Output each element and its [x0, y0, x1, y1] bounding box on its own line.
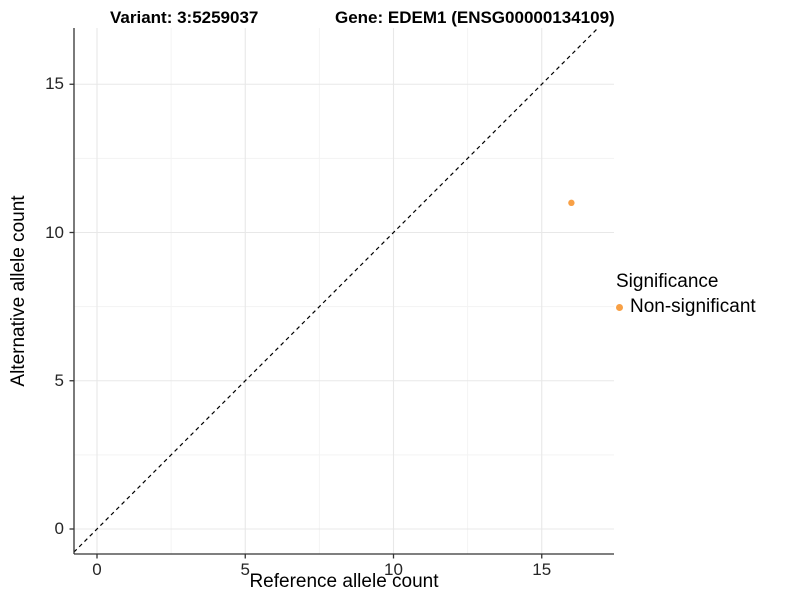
x-tick-label: 10 — [384, 560, 403, 579]
gene-title: Gene: EDEM1 (ENSG00000134109) — [335, 8, 615, 27]
y-axis-title: Alternative allele count — [8, 195, 29, 387]
legend-item-label: Non-significant — [630, 296, 756, 317]
x-tick-label: 0 — [92, 560, 102, 579]
y-tick-label: 10 — [45, 222, 64, 242]
x-tick-label: 5 — [240, 560, 250, 579]
identity-line — [74, 28, 599, 553]
y-tick-label: 15 — [45, 74, 64, 94]
data-point — [568, 199, 575, 207]
x-axis-title: Reference allele count — [249, 571, 439, 592]
x-tick-label: 15 — [532, 560, 552, 579]
legend-title: Significance — [616, 271, 719, 292]
variant-title: Variant: 3:5259037 — [110, 8, 259, 27]
legend-item: Non-significant — [616, 296, 756, 318]
legend: Significance Non-significant — [616, 271, 756, 318]
nonsignificant-point-icon — [616, 303, 623, 311]
y-tick-label: 5 — [54, 370, 64, 390]
y-tick-label: 0 — [54, 519, 64, 538]
plot-panel — [74, 28, 614, 554]
